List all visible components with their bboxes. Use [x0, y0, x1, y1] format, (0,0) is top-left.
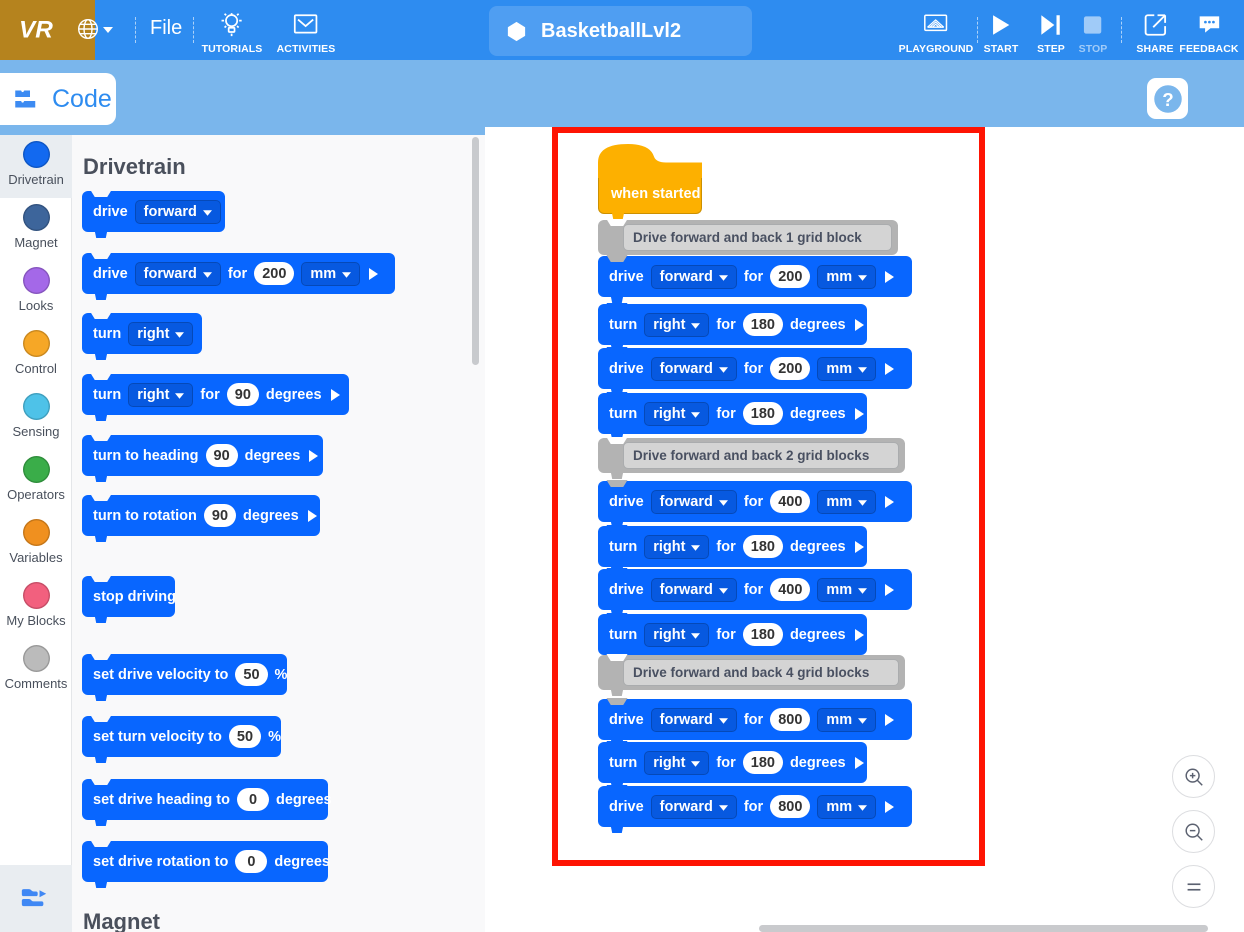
svg-text:VR: VR	[19, 17, 53, 44]
svg-text:?: ?	[1162, 88, 1173, 109]
